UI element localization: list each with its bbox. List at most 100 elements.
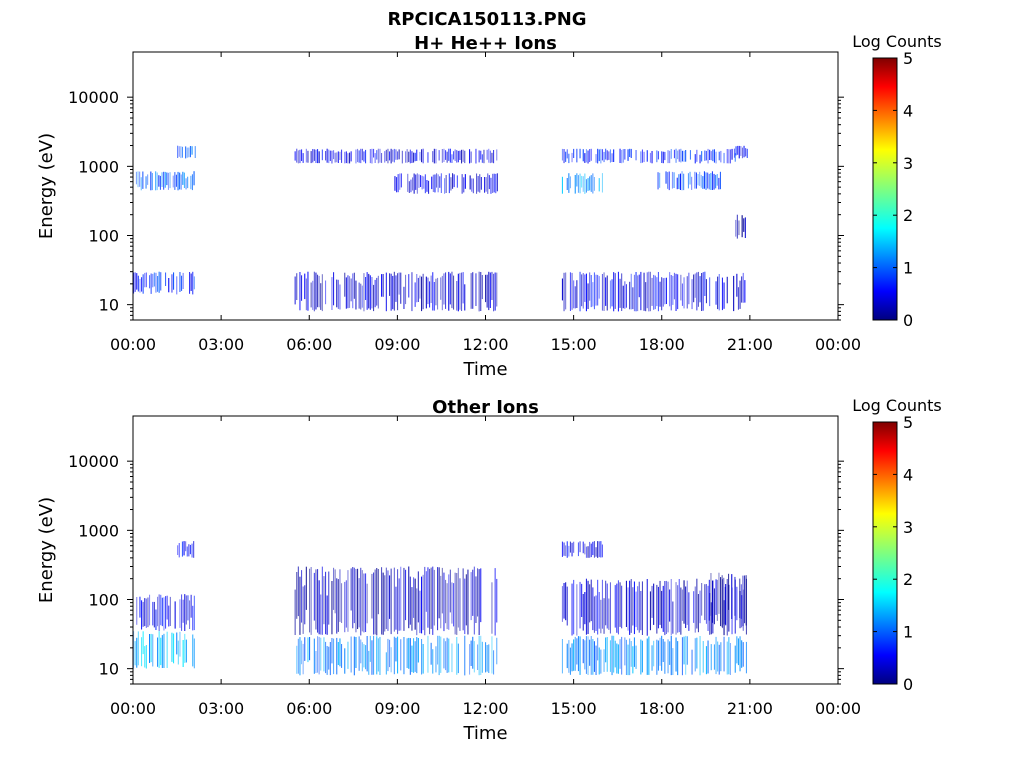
data-cell <box>437 635 439 665</box>
data-cell <box>339 569 341 622</box>
data-cell <box>467 569 469 635</box>
data-cell <box>664 641 666 674</box>
data-cell <box>670 275 672 311</box>
data-cell <box>486 149 488 160</box>
data-cell <box>409 576 411 625</box>
data-cell <box>193 595 195 631</box>
data-band-10 <box>657 171 721 191</box>
data-cell <box>428 180 430 194</box>
data-cell <box>600 541 602 558</box>
data-cell <box>456 637 458 675</box>
data-cell <box>683 150 685 162</box>
data-cell <box>445 579 447 624</box>
data-cell <box>689 171 691 185</box>
data-cell <box>394 176 396 191</box>
data-cell <box>476 173 478 194</box>
data-cell <box>710 173 712 190</box>
data-cell <box>728 573 730 610</box>
data-cell <box>723 577 725 625</box>
data-cell <box>421 149 423 163</box>
data-cell <box>675 148 677 163</box>
data-cell <box>299 576 301 635</box>
data-cell <box>661 277 663 311</box>
data-cell <box>147 174 149 185</box>
data-cell <box>190 175 192 190</box>
data-cell <box>741 640 743 668</box>
data-cell <box>670 149 672 159</box>
data-cell <box>729 149 731 164</box>
data-cell <box>134 272 136 292</box>
data-cell <box>411 645 413 673</box>
data-band-2 <box>136 594 195 631</box>
data-cell <box>463 177 465 193</box>
data-cell <box>328 149 330 164</box>
colorbar-tick-label: 3 <box>903 518 913 537</box>
data-cell <box>389 151 391 161</box>
data-cell <box>445 641 447 671</box>
data-cell <box>592 173 594 194</box>
data-cell <box>613 149 615 162</box>
data-cell <box>729 643 731 675</box>
data-cell <box>707 640 709 674</box>
data-cell <box>409 149 411 164</box>
data-cell <box>703 171 705 189</box>
data-cell <box>299 149 301 164</box>
data-cell <box>431 176 433 190</box>
data-cell <box>704 150 706 161</box>
data-cell <box>683 636 685 665</box>
data-cell <box>189 146 191 158</box>
data-cell <box>423 176 425 189</box>
data-cell <box>183 541 185 556</box>
data-cell <box>163 597 165 631</box>
data-cell <box>673 149 675 159</box>
data-cell <box>421 576 423 634</box>
data-cell <box>416 588 418 636</box>
x-tick-label: 18:00 <box>639 699 685 718</box>
data-cell <box>177 171 179 191</box>
data-cell <box>185 595 187 625</box>
data-cell <box>581 583 583 617</box>
panel-title: Other Ions <box>432 397 539 418</box>
x-tick-label: 18:00 <box>639 335 685 354</box>
data-cell <box>337 579 339 632</box>
data-cell <box>355 149 357 164</box>
x-tick-label: 06:00 <box>286 699 332 718</box>
x-tick-label: 00:00 <box>110 699 156 718</box>
data-cell <box>678 579 680 633</box>
data-cell <box>320 594 322 635</box>
data-cell <box>681 589 683 621</box>
data-cell <box>413 152 415 163</box>
x-tick-label: 09:00 <box>374 699 420 718</box>
data-cell <box>584 592 586 625</box>
data-cell <box>374 153 376 163</box>
data-cell <box>403 637 405 675</box>
data-cell <box>150 273 152 294</box>
data-cell <box>387 570 389 631</box>
data-cell <box>448 173 450 194</box>
data-cell <box>590 543 592 558</box>
data-cell <box>741 276 743 303</box>
data-cell <box>646 272 648 309</box>
data-cell <box>184 594 186 631</box>
data-cell <box>417 571 419 623</box>
data-cell <box>579 636 581 675</box>
data-cell <box>365 277 367 300</box>
data-cell <box>462 149 464 162</box>
data-cell <box>608 598 610 630</box>
data-cell <box>584 274 586 302</box>
data-cell <box>191 543 193 558</box>
data-cell <box>145 272 147 288</box>
data-cell <box>400 272 402 304</box>
data-cell <box>157 596 159 627</box>
data-cell <box>643 272 645 311</box>
data-cell <box>654 275 656 310</box>
data-cell <box>480 272 482 311</box>
data-cell <box>603 272 605 311</box>
data-cell <box>664 277 666 305</box>
data-cell <box>446 151 448 163</box>
data-cell <box>635 591 637 628</box>
data-cell <box>360 148 362 164</box>
data-cell <box>718 177 720 190</box>
data-cell <box>449 569 451 613</box>
data-cell <box>373 635 375 675</box>
